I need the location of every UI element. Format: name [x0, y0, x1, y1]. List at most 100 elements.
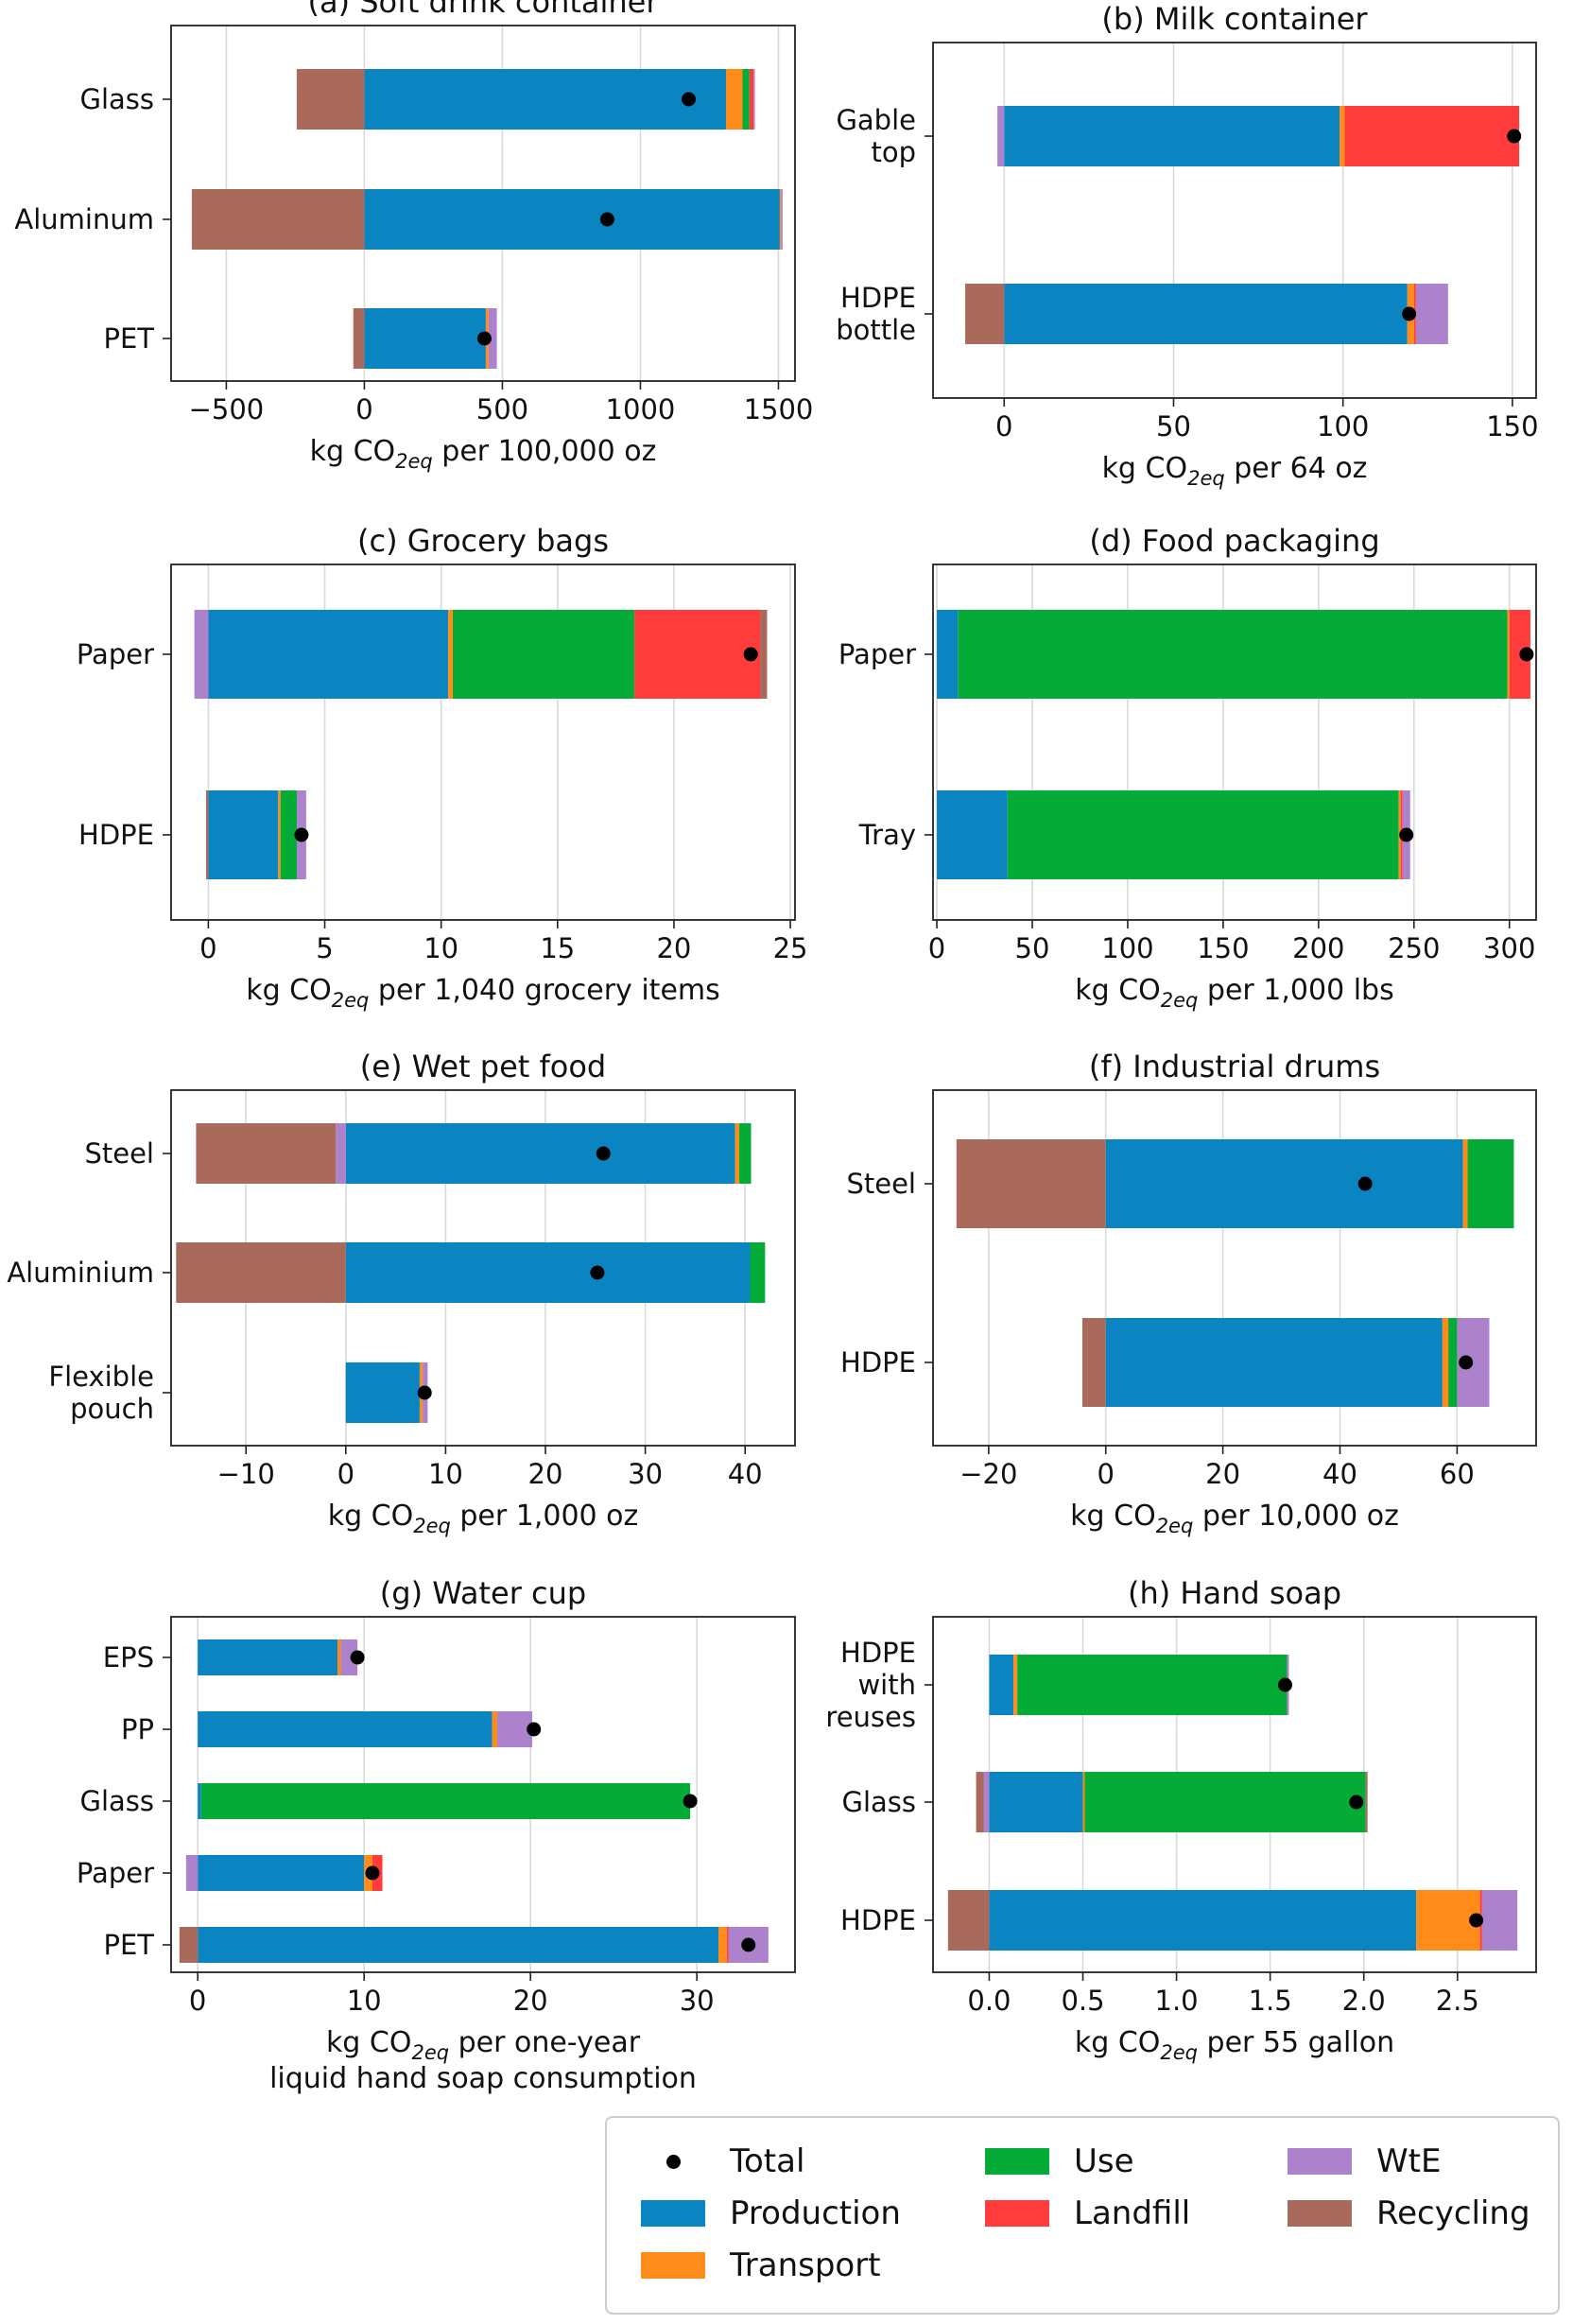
- xtick-label: 50: [1015, 932, 1050, 964]
- xtick-label: 150: [1486, 410, 1538, 442]
- bar-glass-production: [989, 1772, 1083, 1832]
- bar-glass-wte-negative: [983, 1772, 990, 1832]
- xtick-label: −500: [189, 393, 265, 425]
- xtick-label: 500: [476, 393, 528, 425]
- bar-glass-production: [364, 69, 726, 130]
- xtick-label: 0: [189, 1985, 206, 2017]
- bar-paper-wte-negative: [194, 610, 209, 699]
- bar-steel-wte-negative: [336, 1123, 346, 1184]
- legend-item-use: Use: [985, 2139, 1134, 2184]
- category-label: top: [871, 136, 916, 168]
- category-label: Paper: [838, 638, 916, 670]
- bar-pp-wte: [496, 1711, 532, 1747]
- bar-pet-wte: [488, 308, 497, 369]
- xtick-label: 0: [355, 393, 372, 425]
- legend-item-transport: Transport: [641, 2243, 881, 2288]
- total-marker-steel: [596, 1146, 611, 1161]
- category-label: Gable: [836, 104, 916, 136]
- panel-g-water-cup: EPS PP Glass Paper PET 0 10 20 30 (g) Water cup kg…: [77, 1575, 796, 2095]
- bar-paper-use: [452, 610, 635, 699]
- xtick-label: 50: [1156, 410, 1191, 442]
- legend-label: Use: [1074, 2142, 1134, 2180]
- total-marker-glass: [683, 1794, 698, 1809]
- panel-title: (d) Food packaging: [1089, 523, 1379, 559]
- plot-frame: [932, 564, 1537, 921]
- bar-gable-top-production: [1004, 106, 1340, 166]
- x-axis-label-line: kg CO2eq per one-year: [326, 2026, 641, 2064]
- bar-glass-recycling-negative: [296, 69, 365, 130]
- total-marker-pet: [476, 331, 492, 346]
- bar-aluminium-recycling-negative: [176, 1242, 346, 1303]
- panel-title: (f) Industrial drums: [1089, 1049, 1380, 1084]
- xtick-label: 2.5: [1436, 1985, 1479, 2017]
- bar-eps-production: [198, 1639, 337, 1675]
- xtick-label: 2.0: [1342, 1985, 1386, 2017]
- xtick-label: 0.0: [967, 1985, 1011, 2017]
- total-marker-hdpe-with-reuses: [1277, 1677, 1292, 1692]
- total-marker-hdpe: [1459, 1355, 1474, 1370]
- category-label: Aluminium: [7, 1257, 154, 1289]
- total-marker-aluminium: [590, 1265, 605, 1280]
- panel-title: (a) Soft drink container: [307, 0, 659, 20]
- xtick-label: 0: [995, 410, 1012, 442]
- bar-gable-top-transport: [1340, 106, 1345, 166]
- x-axis-label: kg CO2eq per 10,000 oz: [1070, 1500, 1399, 1537]
- bar-hdpe-recycling-negative: [1081, 1318, 1106, 1407]
- bar-hdpe-transport: [278, 790, 281, 879]
- total-marker-pp: [527, 1722, 542, 1737]
- x-axis-label-line: liquid hand soap consumption: [269, 2062, 697, 2095]
- bar-glass-transport: [1082, 1772, 1085, 1832]
- bar-hdpe-recycling-negative: [205, 790, 209, 879]
- bar-glass-landfill: [749, 69, 754, 130]
- plot-frame: [932, 1616, 1537, 1973]
- panel-title: (c) Grocery bags: [357, 523, 609, 559]
- legend-label: Landfill: [1074, 2194, 1191, 2232]
- panel-title: (b) Milk container: [1101, 1, 1368, 37]
- legend-swatch-use: [985, 2148, 1049, 2175]
- total-marker-steel: [1357, 1176, 1373, 1191]
- xtick-label: 30: [628, 1458, 663, 1490]
- legend-label: Production: [730, 2194, 901, 2232]
- total-marker-paper: [743, 647, 758, 662]
- total-marker-pet: [741, 1937, 756, 1952]
- bar-hdpe-production: [989, 1890, 1417, 1951]
- category-label: Glass: [841, 1786, 916, 1818]
- xtick-label: 300: [1483, 932, 1535, 964]
- bar-paper-production: [198, 1855, 365, 1891]
- plot-frame: [932, 42, 1537, 399]
- xtick-label: 60: [1440, 1458, 1475, 1490]
- legend-swatch-total: [641, 2148, 705, 2175]
- bar-paper-production: [937, 610, 959, 699]
- category-label: Steel: [84, 1137, 154, 1170]
- legend: Total Production Transport Use Landfill WtE Re…: [605, 2116, 1560, 2315]
- bar-hdpe-use: [280, 790, 297, 879]
- bar-hdpe-use: [1448, 1318, 1458, 1407]
- total-marker-hdpe-bottle: [1402, 306, 1417, 321]
- total-marker-tray: [1399, 827, 1414, 842]
- category-label: Steel: [846, 1168, 916, 1200]
- bar-paper-wte-negative: [185, 1855, 199, 1891]
- xtick-label: 100: [1101, 932, 1153, 964]
- bar-eps-wte: [340, 1639, 358, 1675]
- category-label: PET: [103, 322, 154, 355]
- bar-aluminum-production: [364, 189, 780, 250]
- bar-glass-recycling: [1365, 1772, 1368, 1832]
- xtick-label: 1500: [744, 393, 814, 425]
- xtick-label: 20: [513, 1985, 548, 2017]
- category-label: with: [857, 1669, 916, 1701]
- legend-item-recycling: Recycling: [1288, 2191, 1530, 2236]
- bar-glass-wte: [753, 69, 755, 130]
- bar-paper-production: [208, 610, 449, 699]
- category-label: Tray: [858, 819, 916, 851]
- category-label: EPS: [103, 1641, 154, 1674]
- plot-frame: [170, 25, 796, 382]
- bar-hdpe-production: [1105, 1318, 1443, 1407]
- panel-d-food-packaging: Paper Tray 0 50 100 150 200 250 300 (d) Food pack…: [838, 523, 1537, 1012]
- x-axis-label: kg CO2eq per 1,000 lbs: [1075, 974, 1393, 1012]
- bar-glass-recycling-negative: [976, 1772, 984, 1832]
- xtick-label: 20: [528, 1458, 563, 1490]
- bar-pet-recycling-negative: [179, 1927, 199, 1963]
- bar-pp-transport: [492, 1711, 497, 1747]
